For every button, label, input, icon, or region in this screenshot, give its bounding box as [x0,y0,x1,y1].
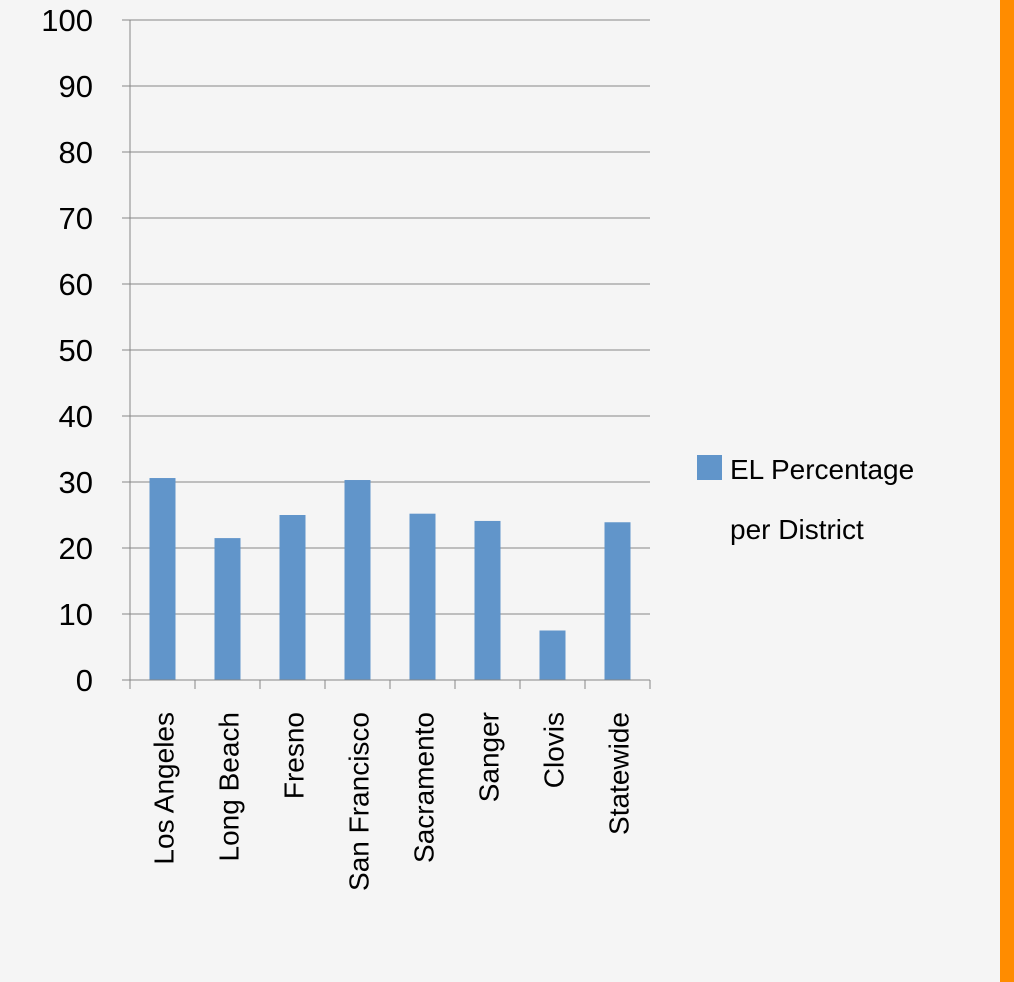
legend: EL Percentage per District [697,454,914,545]
x-tick-label: San Francisco [344,712,375,891]
y-tick-label: 10 [59,597,93,632]
y-tick-label: 70 [59,201,93,236]
y-tick-labels: 0 10 20 30 40 50 60 70 80 90 100 [41,3,93,698]
bar [474,520,501,680]
bars [149,478,631,680]
x-tick-label: Los Angeles [149,712,180,865]
y-tick-label: 90 [59,69,93,104]
x-tick-labels: Los Angeles Long Beach Fresno San Francisco… [149,712,635,891]
y-tick-label: 30 [59,465,93,500]
legend-label-line-1: EL Percentage [730,454,914,485]
axes [129,20,651,689]
x-tick-label: Sacramento [409,712,440,863]
x-tick-label: Clovis [539,712,570,788]
bar [409,513,436,680]
x-tick-label: Sanger [474,712,505,802]
side-stripe [1000,0,1014,982]
y-tick-label: 60 [59,267,93,302]
bar [539,630,566,680]
y-tick-label: 20 [59,531,93,566]
bar [214,538,241,680]
bar [149,478,176,680]
gridlines [122,19,650,681]
y-tick-label: 40 [59,399,93,434]
y-tick-label: 50 [59,333,93,368]
x-tick-label: Statewide [604,712,635,835]
bar [604,522,631,680]
y-tick-label: 0 [76,663,93,698]
bar [344,480,371,680]
bar [279,515,306,680]
y-tick-label: 100 [41,3,93,38]
legend-swatch [697,455,722,480]
legend-label-line-2: per District [730,514,864,545]
y-tick-label: 80 [59,135,93,170]
x-tick-label: Fresno [279,712,310,799]
x-tick-label: Long Beach [214,712,245,861]
